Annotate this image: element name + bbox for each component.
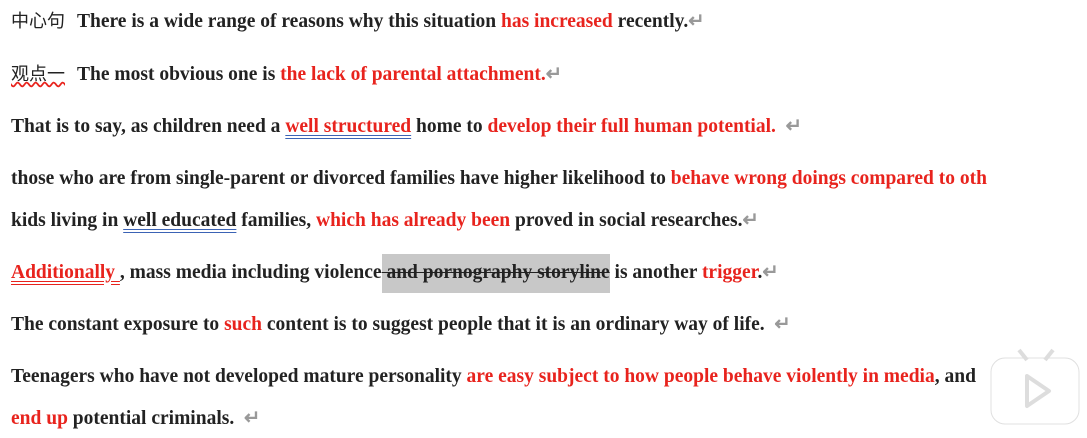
text-segment: well structured [285, 116, 412, 137]
text-segment: are easy subject to how people behave vi… [466, 366, 935, 387]
text-segment: , mass media including violence [119, 262, 382, 283]
text-segment: ↵ [762, 262, 779, 283]
text-line: Teenagers who have not developed mature … [11, 362, 976, 392]
text-segment: those who are from single-parent or divo… [11, 168, 671, 189]
text-segment: content is to suggest people that it is … [262, 314, 765, 335]
text-line: Additionally , mass media including viol… [11, 254, 779, 293]
line-label: 观点一 [11, 64, 65, 85]
text-segment: The most obvious one is [77, 64, 281, 85]
text-segment: is another [609, 262, 702, 283]
text-segment: behave wrong doings compared to oth [670, 168, 987, 189]
text-segment: , and [934, 366, 976, 387]
text-segment: Additionally [11, 262, 120, 283]
text-segment: That is to say, as children need a [11, 116, 286, 137]
text-segment: and pornography storyline [381, 254, 610, 293]
text-segment: . [757, 262, 763, 283]
text-segment: has increased [500, 11, 613, 32]
text-segment: potential criminals. [67, 408, 235, 429]
text-segment: develop their full human potential. [487, 116, 776, 137]
text-line: The constant exposure to such content is… [11, 310, 791, 340]
player-icon-frame [990, 357, 1080, 425]
text-segment: which has already been [316, 210, 511, 231]
text-segment: The constant exposure to [11, 314, 225, 335]
text-segment: end up [11, 408, 68, 429]
text-line: end up potential criminals. ↵ [11, 404, 260, 434]
text-segment: kids living in [11, 210, 124, 231]
text-line: kids living in well educated families, w… [11, 206, 759, 236]
text-segment: Teenagers who have not developed mature … [11, 366, 467, 387]
text-segment: home to [411, 116, 488, 137]
text-segment: ↵ [545, 64, 563, 85]
text-segment: proved in social researches. [510, 210, 743, 231]
text-segment: ↵ [688, 11, 705, 32]
player-icon-triangle [1025, 374, 1051, 408]
line-label: 中心句 [11, 11, 65, 32]
text-segment: ↵ [742, 210, 759, 231]
text-segment: ↵ [775, 116, 802, 137]
text-segment: families, [236, 210, 316, 231]
player-icon-ear [1043, 348, 1055, 362]
text-line: 中心句 There is a wide range of reasons why … [11, 7, 705, 37]
text-segment: There is a wide range of reasons why thi… [77, 11, 501, 32]
text-segment: the lack of parental attachment. [280, 64, 546, 85]
player-icon[interactable] [989, 348, 1083, 428]
text-segment: recently. [612, 11, 689, 32]
text-segment: ↵ [234, 408, 261, 429]
player-icon-ear [1017, 348, 1029, 362]
text-segment: ↵ [764, 314, 791, 335]
text-segment: well educated [123, 210, 237, 231]
text-segment: trigger [701, 262, 758, 283]
text-segment: such [224, 314, 262, 335]
text-line: That is to say, as children need a well … [11, 112, 802, 142]
text-line: those who are from single-parent or divo… [11, 164, 987, 194]
text-line: 观点一 The most obvious one is the lack of p… [11, 60, 562, 90]
